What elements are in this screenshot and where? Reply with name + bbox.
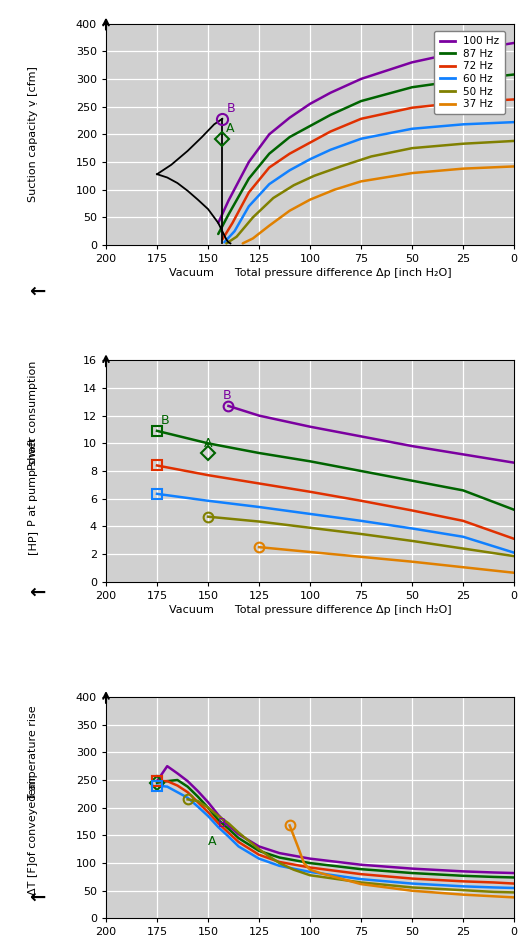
Text: A: A: [208, 835, 217, 848]
Text: A: A: [226, 122, 235, 135]
Text: of conveyed air: of conveyed air: [28, 775, 38, 862]
Text: Temperature rise: Temperature rise: [28, 705, 38, 800]
Text: Suction capacity ṿ [cfm]: Suction capacity ṿ [cfm]: [28, 66, 38, 203]
Text: A: A: [204, 437, 213, 450]
Text: B: B: [226, 102, 235, 115]
Text: B: B: [218, 817, 227, 830]
Text: ←: ←: [29, 282, 45, 300]
X-axis label: Vacuum      Total pressure difference Δp [inch H₂O]: Vacuum Total pressure difference Δp [inc…: [169, 268, 452, 278]
Text: Power consumption: Power consumption: [28, 361, 38, 470]
Text: ΔT [F]: ΔT [F]: [28, 862, 38, 895]
X-axis label: Vacuum      Total pressure difference Δp [inch H₂O]: Vacuum Total pressure difference Δp [inc…: [169, 605, 452, 615]
Text: B: B: [222, 389, 231, 402]
Text: ←: ←: [29, 887, 45, 906]
Text: B: B: [161, 414, 170, 427]
Text: P at pump shaft: P at pump shaft: [28, 438, 38, 527]
Text: ←: ←: [29, 583, 45, 602]
Legend: 100 Hz, 87 Hz, 72 Hz, 60 Hz, 50 Hz, 37 Hz: 100 Hz, 87 Hz, 72 Hz, 60 Hz, 50 Hz, 37 H…: [434, 31, 505, 114]
Text: [HP]: [HP]: [28, 530, 38, 554]
